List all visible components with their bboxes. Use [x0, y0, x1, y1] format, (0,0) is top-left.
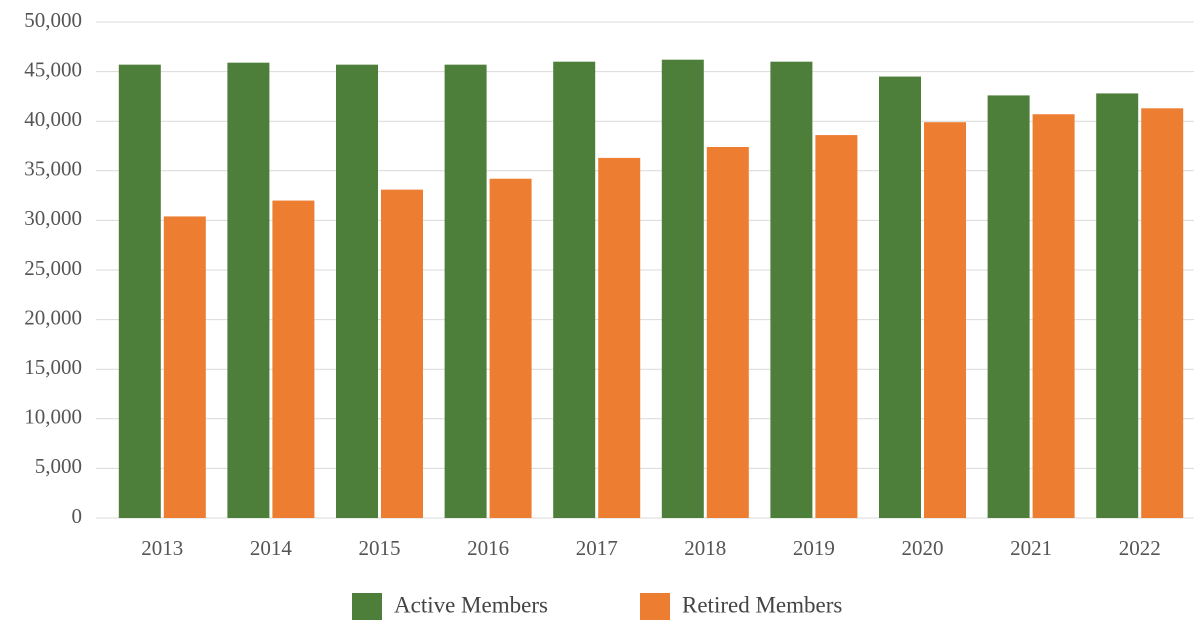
x-tick-label: 2015: [359, 536, 401, 560]
bar: [163, 216, 206, 518]
x-tick-label: 2013: [141, 536, 183, 560]
bar: [1032, 114, 1075, 519]
legend-swatch: [640, 593, 670, 620]
bar: [118, 64, 161, 518]
y-tick-label: 0: [72, 504, 83, 528]
y-tick-label: 20,000: [24, 305, 82, 329]
bar: [272, 200, 315, 518]
bar: [815, 135, 858, 518]
bar: [987, 95, 1030, 519]
bar: [770, 61, 813, 519]
legend-swatch: [352, 593, 382, 620]
bar: [1096, 93, 1139, 518]
y-tick-label: 5,000: [35, 454, 82, 478]
bar: [1141, 108, 1184, 518]
bar: [924, 122, 966, 518]
bar: [444, 64, 487, 518]
y-tick-label: 50,000: [24, 8, 82, 32]
x-tick-label: 2018: [684, 536, 726, 560]
y-tick-label: 30,000: [24, 206, 82, 230]
x-tick-label: 2021: [1010, 536, 1052, 560]
x-tick-label: 2016: [467, 536, 509, 560]
bar: [489, 178, 532, 518]
bar: [598, 157, 641, 519]
bar: [553, 61, 596, 519]
legend-label: Retired Members: [682, 592, 842, 617]
x-tick-label: 2017: [576, 536, 618, 560]
y-tick-label: 35,000: [24, 157, 82, 181]
y-tick-label: 25,000: [24, 256, 82, 280]
y-tick-label: 10,000: [24, 405, 82, 429]
bar: [336, 64, 378, 518]
y-tick-label: 40,000: [24, 107, 82, 131]
bar: [227, 62, 270, 519]
bar: [381, 189, 423, 518]
x-tick-label: 2014: [250, 536, 293, 560]
y-tick-label: 45,000: [24, 57, 82, 81]
bar: [879, 76, 921, 518]
x-tick-label: 2022: [1119, 536, 1161, 560]
x-tick-label: 2019: [793, 536, 835, 560]
bar: [661, 59, 704, 519]
bar: [706, 146, 749, 518]
x-tick-label: 2020: [902, 536, 944, 560]
legend-label: Active Members: [394, 592, 548, 617]
y-tick-label: 15,000: [24, 355, 82, 379]
